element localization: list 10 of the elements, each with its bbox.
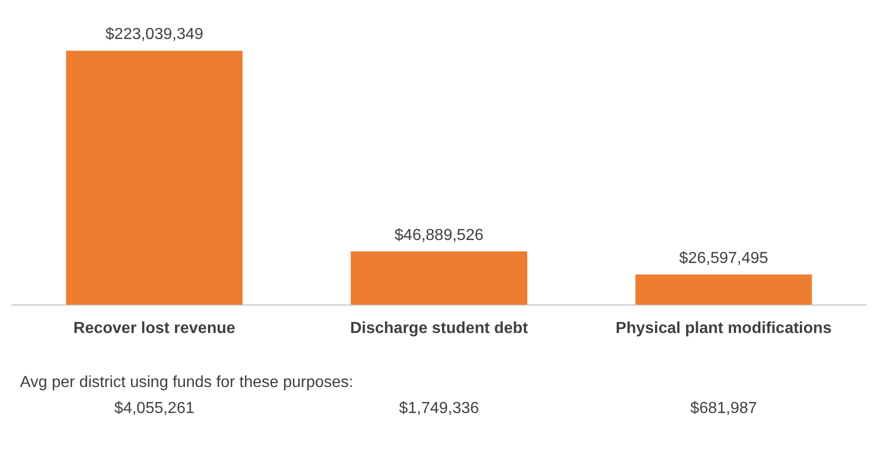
text: $4,055,261 <box>114 400 194 418</box>
x-tick-label: Recover lost revenue <box>73 320 236 337</box>
data-label: $26,597,495 <box>679 250 768 267</box>
text: $681,987 <box>690 400 758 418</box>
text: Avg per district using funds for these purposes: <box>20 374 354 392</box>
data-label: $223,039,349 <box>105 26 204 44</box>
text: $1,749,336 <box>398 400 480 418</box>
x-tick-label: Physical plant modifications <box>616 320 832 337</box>
data-label: $46,889,526 <box>394 226 484 244</box>
x-tick-label: Discharge student debt <box>350 320 529 337</box>
